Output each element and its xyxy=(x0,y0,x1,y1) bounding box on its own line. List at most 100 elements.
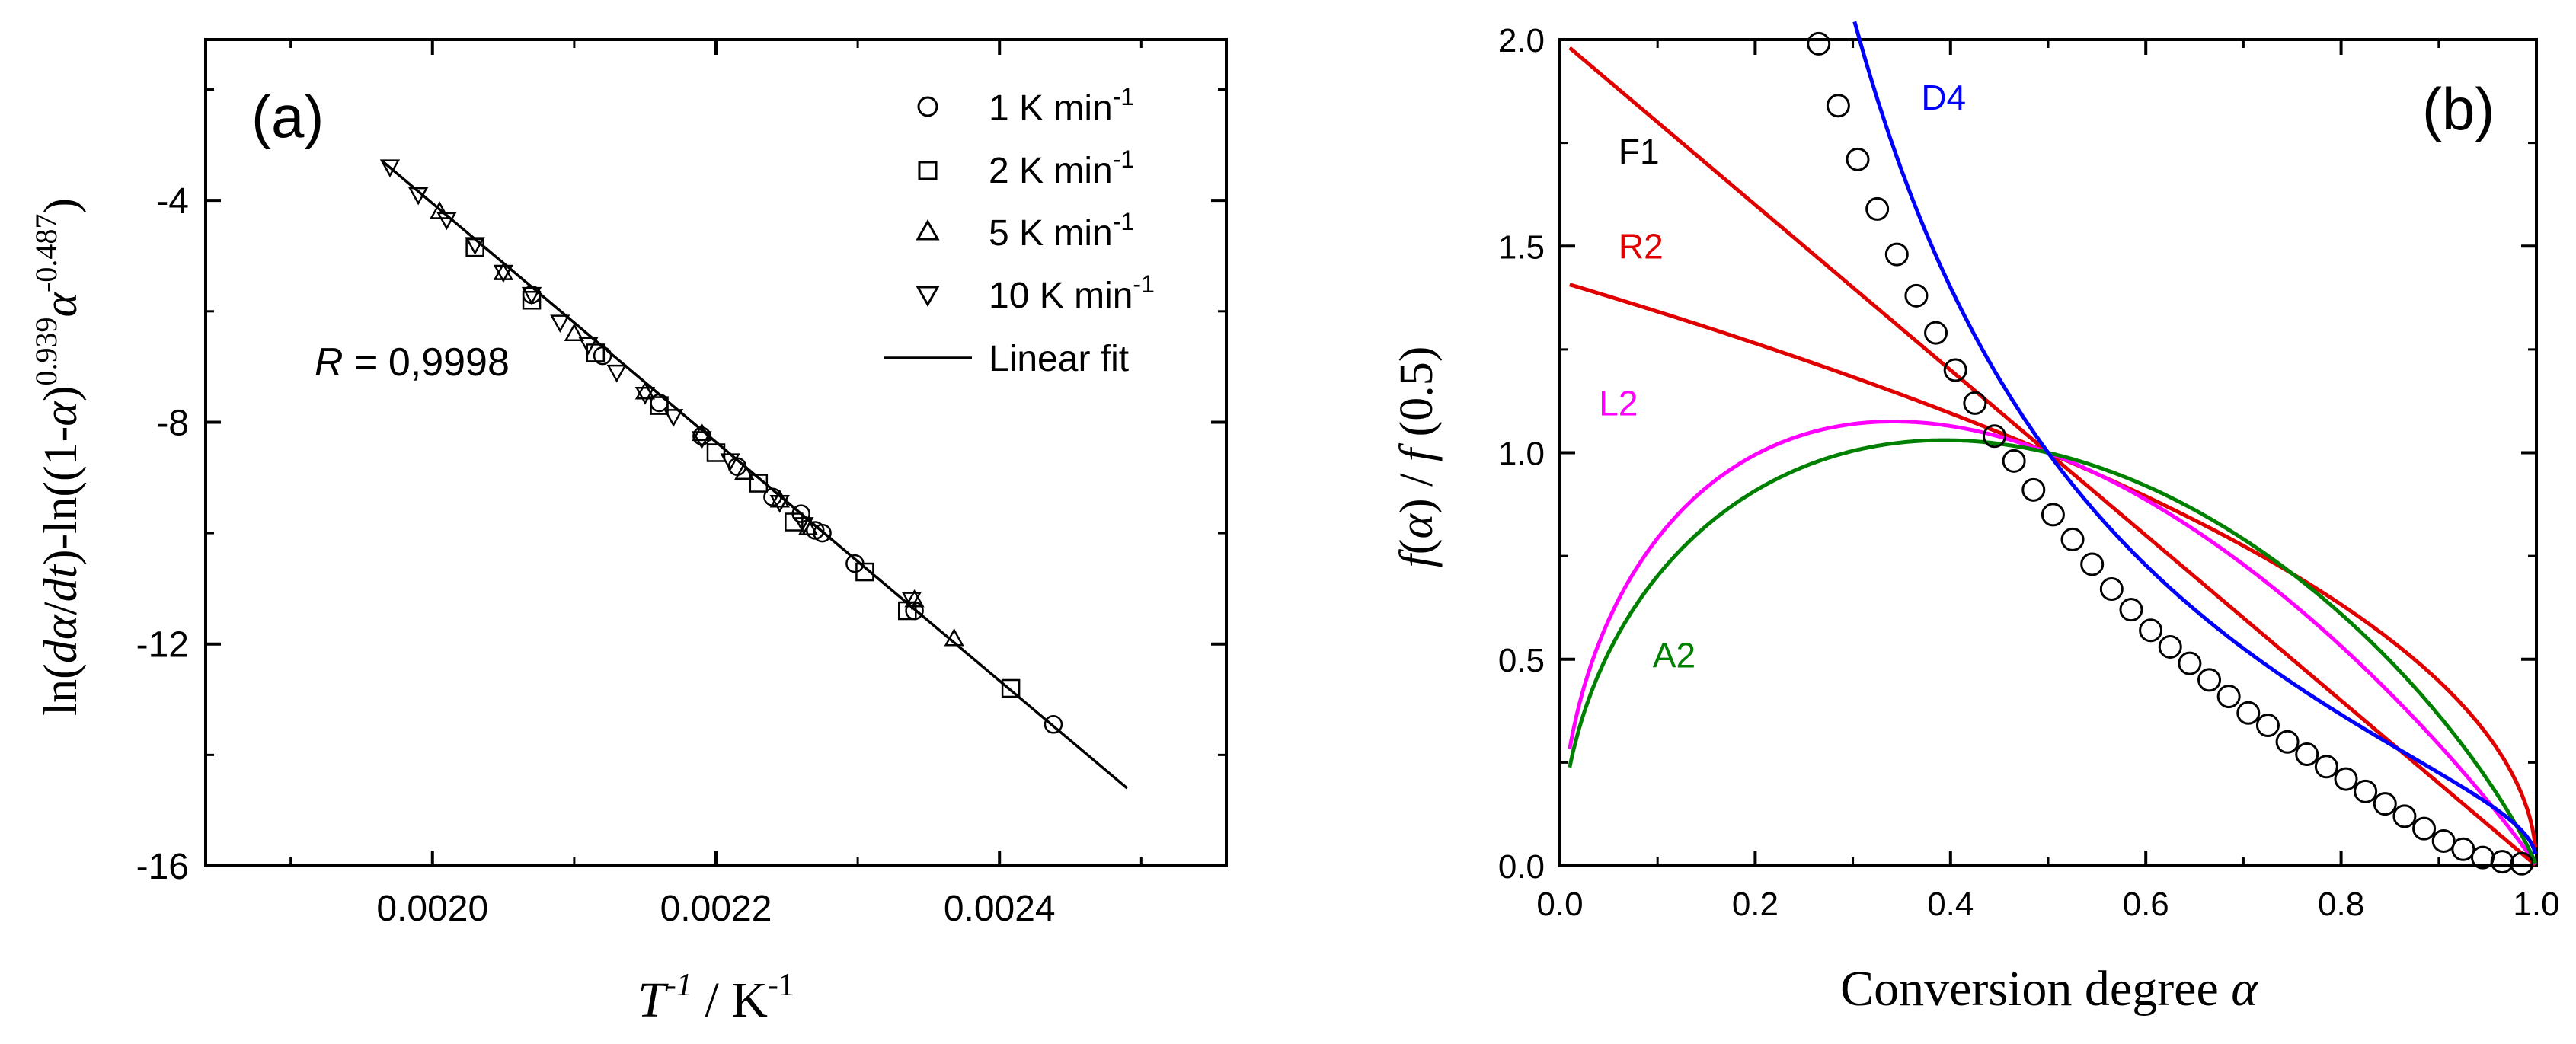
curve-label-l2: L2 xyxy=(1599,384,1638,423)
experimental-point xyxy=(2041,503,2065,527)
experimental-point xyxy=(1982,424,2006,449)
x-tick-label: 0.2 xyxy=(1732,886,1779,923)
legend-a: 1 K min-1 2 K min-1 5 K min-1 10 K min-1… xyxy=(884,83,1155,379)
x-tick-label: 0.0020 xyxy=(376,889,488,929)
data-point-triangle-down xyxy=(521,286,542,305)
curve-label-f1: F1 xyxy=(1619,132,1660,171)
experimental-point xyxy=(2099,577,2124,602)
x-tick-label: 0.6 xyxy=(2123,886,2169,923)
experimental-point xyxy=(2334,767,2358,791)
curve-label-r2: R2 xyxy=(1619,227,1664,267)
experimental-point xyxy=(1963,391,1987,415)
data-point-triangle-down xyxy=(692,431,712,449)
y-tick-label: -16 xyxy=(136,847,189,887)
legend-text-4: 10 K min-1 xyxy=(989,270,1155,316)
curve-l2 xyxy=(1568,420,2537,866)
data-point-square xyxy=(749,474,769,493)
data-point-triangle-down xyxy=(663,409,684,427)
data-point-triangle-down xyxy=(794,517,814,535)
x-tick-label: 0.4 xyxy=(1927,886,1974,923)
legend-entry-3: 5 K min-1 xyxy=(916,208,1134,254)
experimental-point xyxy=(1904,283,1929,308)
experimental-point xyxy=(2060,527,2085,551)
y-tick-label: 1.5 xyxy=(1498,228,1545,266)
data-point-square xyxy=(465,238,484,257)
r-annotation: R = 0,9998 xyxy=(315,340,510,385)
y-tick-label: 0.0 xyxy=(1498,848,1545,886)
x-tick-label: 0.0 xyxy=(1536,886,1583,923)
data-point-triangle-up xyxy=(634,381,656,400)
data-point-circle xyxy=(1044,715,1063,734)
curve-d4 xyxy=(1852,21,2538,855)
model-curves xyxy=(1568,21,2538,867)
experimental-point xyxy=(1807,31,1831,56)
data-point-triangle-down xyxy=(901,592,922,611)
experimental-point xyxy=(2002,449,2026,473)
panel-label-b: (b) xyxy=(2422,75,2495,142)
curve-label-a2: A2 xyxy=(1653,636,1695,675)
y-tick-label: -12 xyxy=(136,625,189,666)
experimental-point xyxy=(2080,552,2105,576)
data-point-triangle-down xyxy=(436,212,457,231)
axis-ticks-b xyxy=(1558,38,2538,867)
data-point-triangle-down xyxy=(578,337,599,356)
x-tick-label: 1.0 xyxy=(2513,886,2559,923)
data-point-triangle-up xyxy=(944,627,964,647)
legend-entry-2: 2 K min-1 xyxy=(918,145,1134,191)
experimental-point xyxy=(1826,94,1850,118)
panel-a: 0.0020 0.0022 0.0024 -16 -12 -8 -4 (a) R = 0,9… xyxy=(29,38,1228,1028)
experimental-point xyxy=(2236,701,2261,725)
experimental-point xyxy=(1865,196,1890,221)
data-point-circle xyxy=(593,346,612,366)
data-point-triangle-down xyxy=(379,159,401,178)
data-point-triangle-up xyxy=(564,323,585,341)
experimental-point xyxy=(2490,850,2514,874)
experimental-point xyxy=(2451,837,2475,861)
experimental-point xyxy=(2392,804,2417,828)
experimental-point xyxy=(2119,598,2143,622)
curve-labels: F1 R2 L2 A2 D4 xyxy=(1599,78,1966,675)
tick-labels-a: 0.0020 0.0022 0.0024 -16 -12 -8 -4 xyxy=(136,181,1056,929)
data-point-triangle-up xyxy=(797,517,819,535)
data-point-square xyxy=(522,290,542,310)
data-markers-a xyxy=(379,159,1063,734)
x-axis-label-b: Conversion degree α xyxy=(1840,961,2258,1017)
y-tick-label: -8 xyxy=(156,403,189,443)
experimental-point xyxy=(2216,685,2241,709)
data-point-triangle-up xyxy=(429,201,450,219)
experimental-point xyxy=(1884,242,1909,267)
y-tick-label: 1.0 xyxy=(1498,436,1545,473)
axis-ticks-a xyxy=(206,40,1226,867)
experimental-point xyxy=(2295,742,2319,767)
data-point-triangle-down xyxy=(769,494,790,513)
legend-marker-square xyxy=(918,161,938,180)
experimental-point xyxy=(2412,816,2437,841)
legend-text-3: 5 K min-1 xyxy=(989,208,1134,254)
data-point-triangle-up xyxy=(904,589,925,608)
curve-r2 xyxy=(1569,283,2538,848)
data-point-triangle-down xyxy=(465,237,485,256)
experimental-point xyxy=(2275,730,2300,754)
panel-b: 0.0 0.2 0.4 0.6 0.8 1.0 0.0 0.5 1.0 1.5 2.0 F1 R2 L2… xyxy=(1391,21,2560,1017)
experimental-point xyxy=(2255,714,2280,738)
experimental-point xyxy=(2158,634,2182,659)
legend-entry-5: Linear fit xyxy=(884,339,1129,379)
experimental-point xyxy=(2197,668,2222,692)
data-point-triangle-down xyxy=(634,386,656,405)
data-point-square xyxy=(855,562,874,582)
data-point-triangle-down xyxy=(606,364,627,383)
legend-entry-4: 10 K min-1 xyxy=(916,270,1155,316)
experimental-point xyxy=(2354,779,2378,803)
data-point-triangle-down xyxy=(408,187,429,206)
experimental-point xyxy=(1943,358,1967,382)
y-tick-label: 0.5 xyxy=(1498,642,1545,679)
curve-label-d4: D4 xyxy=(1921,78,1966,117)
experimental-point xyxy=(2510,851,2534,876)
legend-marker-triangle-up xyxy=(916,219,940,241)
x-tick-label: 0.8 xyxy=(2318,886,2364,923)
y-axis-label-a: ln(dα/dt)-ln((1-α)0.939α-0.487) xyxy=(29,198,87,716)
data-point-square xyxy=(785,512,804,532)
data-point-circle xyxy=(692,426,711,445)
x-tick-label: 0.0024 xyxy=(944,889,1056,929)
